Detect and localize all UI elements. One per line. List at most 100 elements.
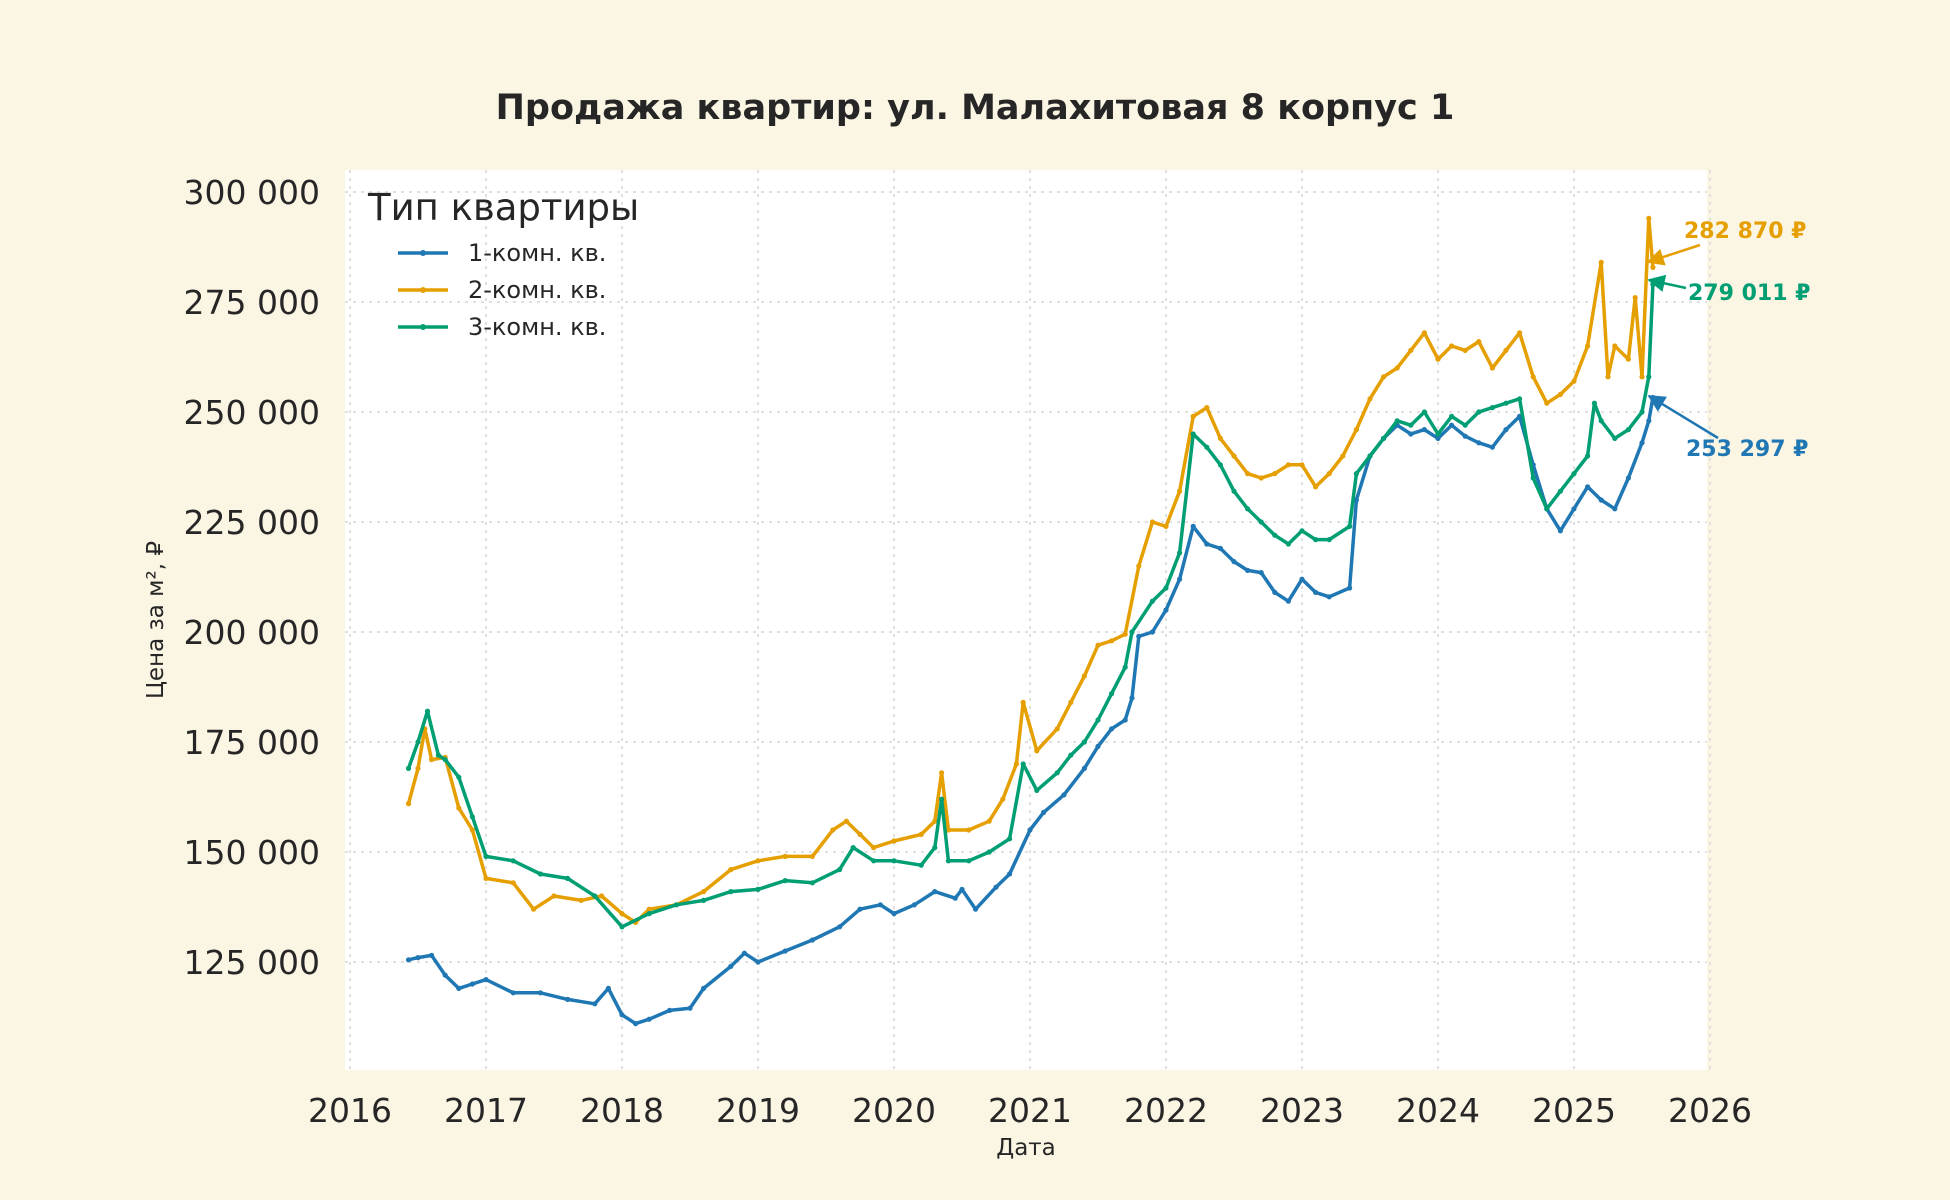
legend-label: 3-комн. кв. [468,313,606,341]
series-line [406,395,1655,1026]
data-point [701,889,707,895]
data-point [1272,471,1278,477]
data-point [1598,497,1604,503]
data-point [1503,347,1509,353]
data-point [1544,400,1550,406]
data-point [565,996,571,1003]
data-point [939,770,945,776]
data-point [619,924,625,930]
legend-label: 1-комн. кв. [468,239,606,267]
data-point [1258,475,1264,481]
x-tick-label: 2023 [1260,1091,1344,1130]
data-point [843,818,850,824]
data-point [891,838,897,844]
data-point [1489,405,1495,411]
data-point [456,774,462,780]
data-point [850,845,856,851]
data-point [483,853,489,860]
data-point [1095,717,1101,723]
x-tick-label: 2022 [1124,1091,1208,1130]
data-point [1530,475,1536,481]
data-point [871,845,877,851]
data-point [857,831,863,838]
data-point [952,895,958,901]
data-point [456,985,462,992]
data-point [592,893,598,899]
data-point [483,977,489,983]
data-point [1557,488,1563,494]
data-point [415,955,421,961]
data-point [891,858,897,864]
y-tick-label: 175 000 [184,723,320,762]
data-point [1217,435,1223,441]
data-point [1612,506,1618,512]
annotation-label: 279 011 ₽ [1688,281,1810,306]
data-point [1367,453,1373,459]
legend-marker [420,287,426,293]
data-point [1149,629,1155,635]
data-point [1313,537,1319,543]
data-point [1571,471,1577,477]
data-point [1598,418,1604,424]
data-point [1245,471,1251,477]
data-point [1585,453,1591,459]
data-point [1177,576,1183,582]
data-point [1299,528,1305,534]
data-point [945,827,952,833]
data-point [1646,374,1652,380]
data-point [1245,567,1251,574]
x-tick-label: 2019 [716,1091,800,1130]
data-point [1163,523,1169,530]
data-point [932,818,938,824]
data-point [1204,541,1210,547]
data-point [415,765,421,772]
chart-title: Продажа квартир: ул. Малахитовая 8 корпу… [496,88,1455,128]
data-point [857,906,863,912]
data-point [1285,541,1291,547]
data-point [918,862,924,868]
data-point [911,902,918,908]
x-tick-label: 2020 [852,1091,936,1130]
data-point [687,1005,693,1011]
data-point [537,990,544,996]
data-point [1041,809,1047,816]
data-point [1639,440,1645,446]
data-point [1299,462,1305,468]
data-point [551,893,557,899]
x-tick-label: 2017 [444,1091,528,1130]
legend: Тип квартиры 1-комн. кв. 2-комн. кв. 3-ком… [367,186,639,341]
data-point [1231,559,1237,565]
data-point [1650,281,1656,287]
data-point [1068,699,1074,706]
data-point [1650,264,1656,270]
data-point [701,985,707,992]
y-tick-label: 200 000 [184,613,320,652]
data-point [809,880,816,886]
data-point [1095,743,1101,750]
data-point [1646,215,1652,221]
data-point [429,757,435,763]
data-point [531,906,537,912]
data-point [1408,431,1414,437]
data-point [1462,347,1468,353]
data-point [1231,488,1237,494]
data-point [932,845,938,851]
data-point [966,858,972,864]
data-point [1462,433,1468,439]
data-point [1020,761,1026,767]
data-point [646,911,652,917]
data-point [646,1016,652,1022]
data-point [1421,330,1427,336]
data-point [993,884,999,890]
data-point [1421,427,1427,433]
data-point [469,827,475,833]
data-point [1149,598,1155,604]
data-point [1435,435,1441,441]
data-point [1081,765,1087,772]
data-point [1571,378,1577,384]
data-point [510,858,516,864]
data-point [415,739,421,745]
x-tick-label: 2025 [1532,1091,1616,1130]
data-point [1129,695,1135,701]
